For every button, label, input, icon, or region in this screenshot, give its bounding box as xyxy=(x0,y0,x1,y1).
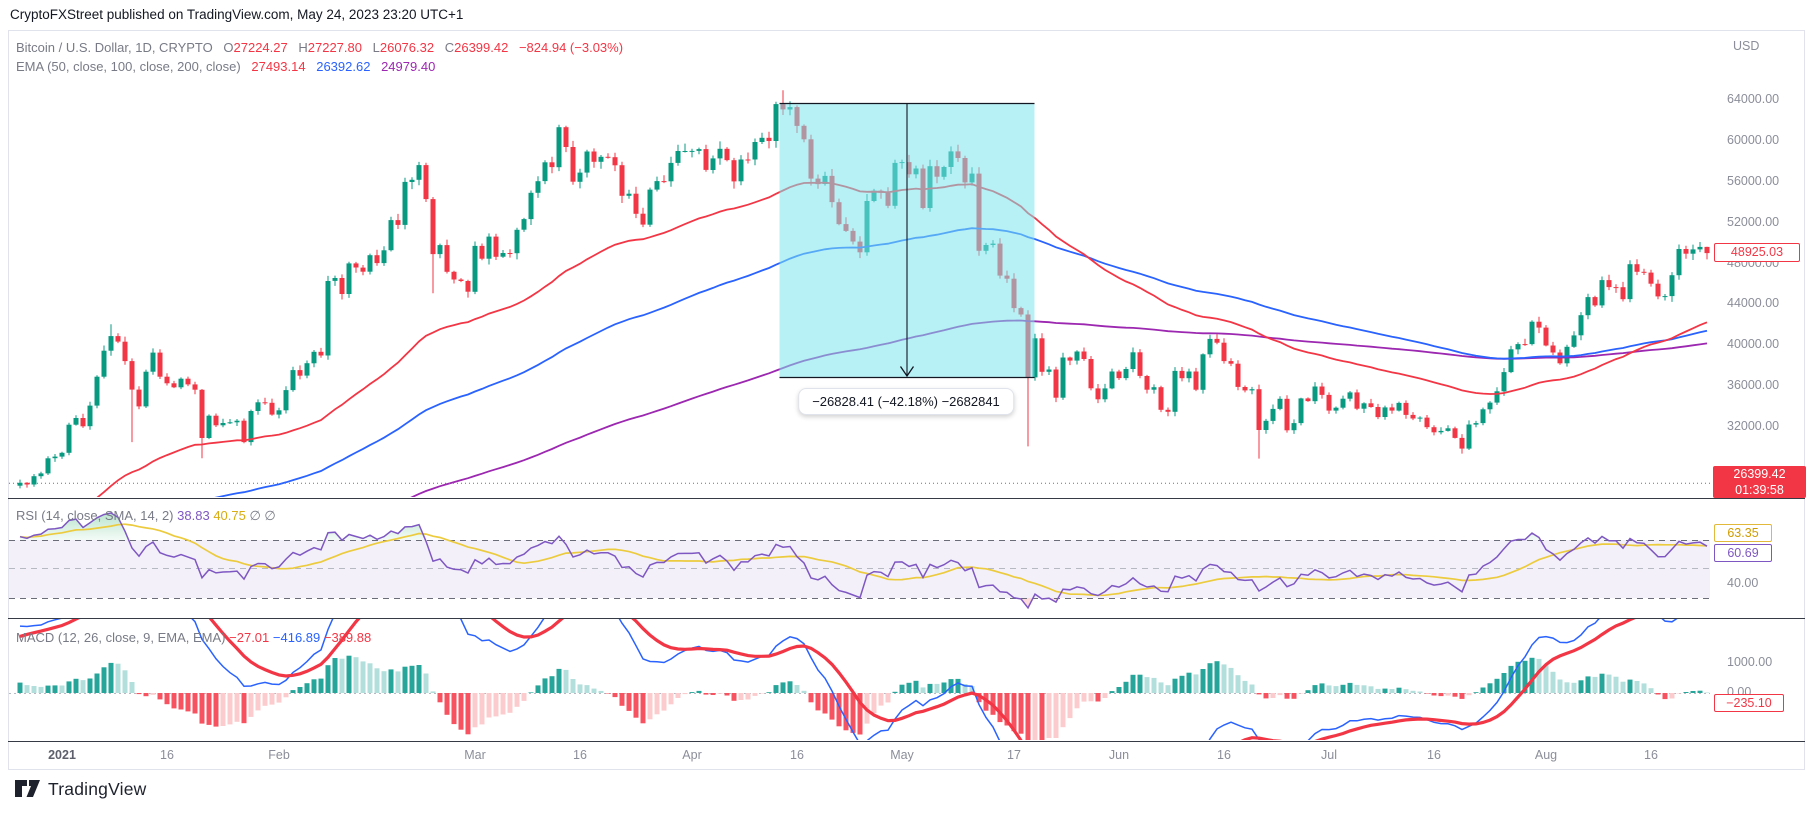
rsi-pane[interactable] xyxy=(9,512,1710,610)
macd-signal-value: −389.88 xyxy=(323,630,372,645)
open-label: O xyxy=(223,40,234,55)
tradingview-logo-text: TradingView xyxy=(48,778,147,799)
low-label: L xyxy=(372,40,380,55)
tradingview-logo[interactable]: TradingView xyxy=(14,778,147,800)
chart-frame xyxy=(8,30,1805,770)
price-tick-label: 40000.00 xyxy=(1727,337,1780,351)
current-price-label: 26399.42 01:39:58 xyxy=(1713,466,1806,498)
time-tick-label: 16 xyxy=(1427,748,1441,762)
high-label: H xyxy=(298,40,308,55)
time-tick-label: 16 xyxy=(160,748,174,762)
rsi-ma-value: 40.75 xyxy=(213,508,246,523)
rsi-ma-axis-label: 63.35 xyxy=(1714,524,1772,542)
current-price-value: 26399.42 xyxy=(1733,467,1786,481)
time-tick-label: Feb xyxy=(268,748,290,762)
last-close-price-label: 48925.03 xyxy=(1714,243,1800,262)
close-label: C xyxy=(444,40,455,55)
main-pane[interactable] xyxy=(9,90,1710,602)
measurement-box[interactable] xyxy=(779,102,1035,379)
symbol-title: Bitcoin / U.S. Dollar, 1D, CRYPTO xyxy=(16,40,213,55)
rsi-line xyxy=(19,512,1708,610)
rsi-tick-40: 40.00 xyxy=(1727,576,1759,590)
time-tick-label: May xyxy=(890,748,914,762)
low-value: 26076.32 xyxy=(379,40,435,55)
time-tick-label: 16 xyxy=(573,748,587,762)
time-tick-label: Aug xyxy=(1534,748,1558,762)
rsi-label: RSI (14, close, SMA, 14, 2) xyxy=(16,508,174,523)
price-tick-label: 32000.00 xyxy=(1727,419,1780,433)
macd-label: MACD (12, 26, close, 9, EMA, EMA) xyxy=(16,630,226,645)
rsi-axis-label: 60.69 xyxy=(1714,544,1772,562)
ema-legend-row[interactable]: EMA (50, close, 100, close, 200, close) … xyxy=(16,57,623,76)
time-tick-label: Jun xyxy=(1108,748,1130,762)
attribution-text: CryptoFXStreet published on TradingView.… xyxy=(10,7,464,22)
price-tick-label: 36000.00 xyxy=(1727,378,1780,392)
macd-tick-1000: 1000.00 xyxy=(1727,655,1773,669)
high-value: 27227.80 xyxy=(307,40,362,55)
time-tick-label: Jul xyxy=(1321,748,1337,762)
change-value: −824.94 (−3.03%) xyxy=(518,40,624,55)
measurement-label[interactable]: −26828.41 (−42.18%) −2682841 xyxy=(798,388,1014,415)
time-tick-label: 16 xyxy=(1217,748,1231,762)
macd-legend[interactable]: MACD (12, 26, close, 9, EMA, EMA) −27.01… xyxy=(16,630,371,645)
macd-hist-axis-label: −235.10 xyxy=(1714,694,1784,712)
macd-pane[interactable] xyxy=(9,535,1710,816)
ema50-value: 27493.14 xyxy=(251,59,306,74)
open-value: 27224.27 xyxy=(233,40,288,55)
ema200-value: 24979.40 xyxy=(381,59,436,74)
macd-hist-value: −27.01 xyxy=(229,630,270,645)
rsi-ma-line xyxy=(19,523,1708,597)
time-tick-label: Apr xyxy=(682,748,702,762)
symbol-legend-row[interactable]: Bitcoin / U.S. Dollar, 1D, CRYPTO O27224… xyxy=(16,38,623,57)
price-tick-label: 56000.00 xyxy=(1727,174,1780,188)
bar-countdown: 01:39:58 xyxy=(1735,483,1784,497)
close-value: 26399.42 xyxy=(454,40,509,55)
tradingview-logo-icon xyxy=(15,780,40,797)
rsi-bands-value: ∅ ∅ xyxy=(249,508,276,523)
time-tick-label: Mar xyxy=(464,748,486,762)
price-tick-label: 60000.00 xyxy=(1727,133,1780,147)
price-tick-label: 64000.00 xyxy=(1727,92,1780,106)
macd-line-value: −416.89 xyxy=(272,630,321,645)
rsi-legend[interactable]: RSI (14, close, SMA, 14, 2) 38.83 40.75 … xyxy=(16,508,276,524)
time-tick-label: 2021 xyxy=(48,748,76,762)
main-legend[interactable]: Bitcoin / U.S. Dollar, 1D, CRYPTO O27224… xyxy=(16,38,623,76)
rsi-value: 38.83 xyxy=(177,508,210,523)
time-tick-label: 16 xyxy=(790,748,804,762)
time-tick-label: 17 xyxy=(1007,748,1021,762)
price-tick-label: 44000.00 xyxy=(1727,296,1780,310)
price-scale-currency: USD xyxy=(1733,39,1760,53)
macd-signal-line xyxy=(19,619,1636,740)
ema100-value: 26392.62 xyxy=(316,59,371,74)
time-tick-label: 16 xyxy=(1644,748,1658,762)
price-tick-label: 52000.00 xyxy=(1727,215,1780,229)
ema-label: EMA (50, close, 100, close, 200, close) xyxy=(16,59,241,74)
